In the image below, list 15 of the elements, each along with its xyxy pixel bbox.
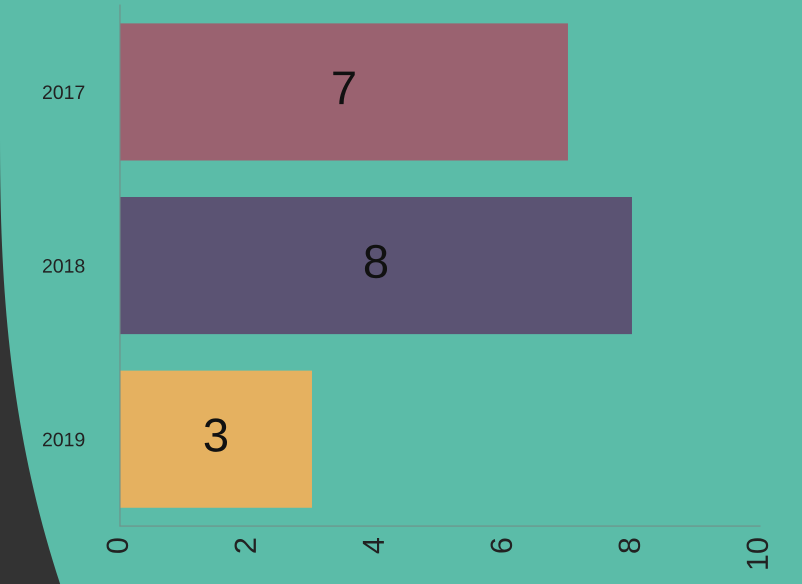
bar bbox=[120, 23, 568, 160]
data-label: 3 bbox=[204, 418, 228, 452]
x-tick-label: 6 bbox=[490, 538, 512, 553]
y-tick-label: 2018 bbox=[42, 259, 84, 273]
data-label: 7 bbox=[333, 72, 355, 104]
y-tick-label: 2017 bbox=[42, 85, 84, 100]
x-tick-label: 4 bbox=[362, 538, 384, 554]
x-tick-label: 2 bbox=[234, 538, 256, 553]
x-tick-label: 8 bbox=[618, 538, 640, 553]
x-tick-label: 10 bbox=[746, 538, 768, 569]
x-tick-label: 0 bbox=[106, 538, 128, 553]
data-label: 8 bbox=[364, 244, 388, 278]
bar bbox=[120, 196, 632, 334]
y-tick-label: 2019 bbox=[42, 432, 84, 446]
bar bbox=[120, 370, 312, 508]
